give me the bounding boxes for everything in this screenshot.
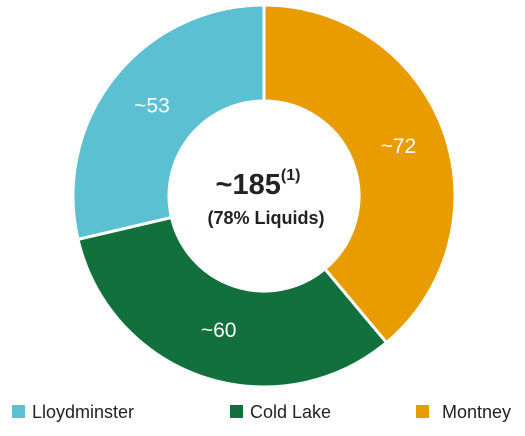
value-label: ~60 <box>201 319 237 342</box>
center-subtitle: (78% Liquids) <box>207 208 324 228</box>
legend-label: Lloydminster <box>32 402 134 422</box>
donut-slice <box>76 215 389 389</box>
value-label: ~72 <box>381 135 417 158</box>
legend-swatch <box>230 405 243 418</box>
legend-label: Cold Lake <box>250 402 331 422</box>
center-note: (1) <box>281 167 301 184</box>
value-label: ~53 <box>134 95 170 118</box>
center-total: ~185 <box>216 169 281 201</box>
donut-slice <box>71 3 266 242</box>
donut-slice <box>262 3 457 345</box>
center-label: ~185(1) <box>216 167 301 200</box>
legend-swatch <box>416 405 429 418</box>
legend-label: Montney <box>442 402 511 422</box>
legend-swatch <box>12 405 25 418</box>
